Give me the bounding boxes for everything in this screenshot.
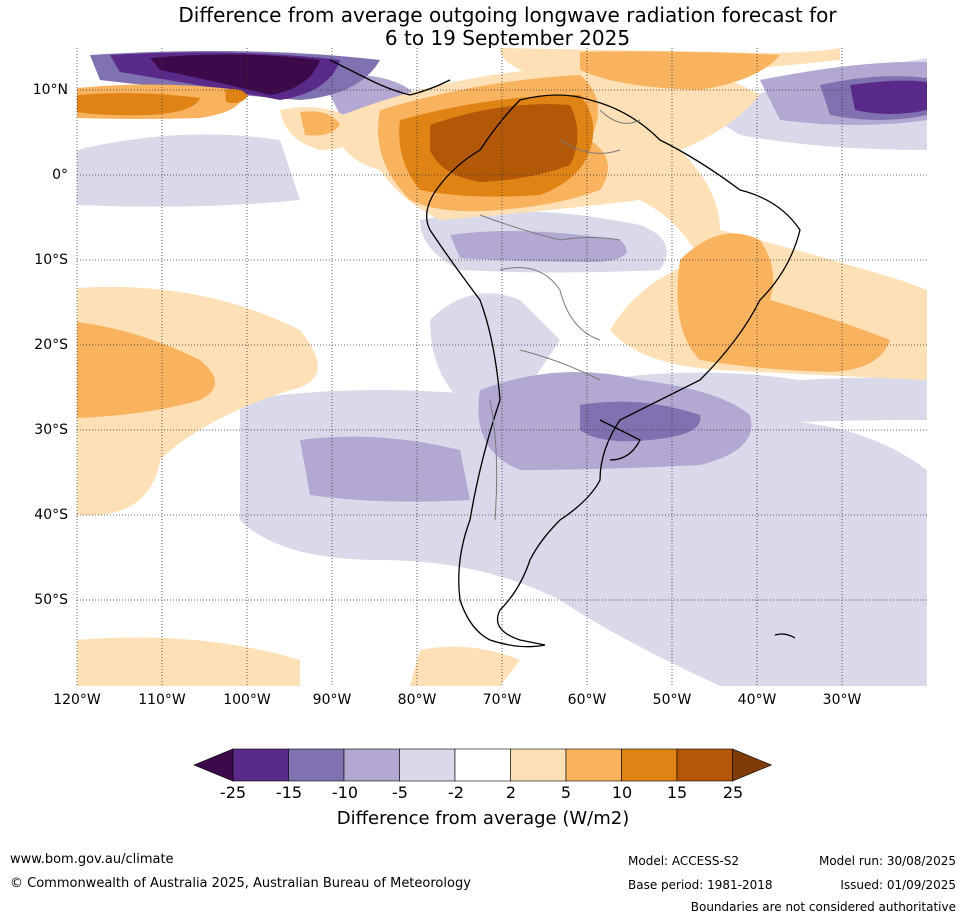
- colorbar-tick: 2: [505, 783, 517, 802]
- colorbar: [193, 748, 773, 782]
- base-period: Base period: 1981-2018: [628, 878, 773, 892]
- colorbar-arrow-high: [732, 748, 773, 782]
- colorbar-tick: -5: [392, 783, 408, 802]
- colorbar-segment: [232, 748, 289, 782]
- colorbar-tick: 5: [560, 783, 572, 802]
- website-link[interactable]: www.bom.gov.au/climate: [10, 852, 174, 867]
- colorbar-segment: [510, 748, 567, 782]
- lon-label: 110°W: [138, 692, 186, 708]
- lat-label: 30°S: [34, 422, 68, 438]
- lon-label: 30°W: [822, 692, 862, 708]
- colorbar-segment: [621, 748, 678, 782]
- country-borders: [479, 109, 641, 521]
- colorbar-segment: [565, 748, 622, 782]
- colorbar-arrow-low: [193, 748, 234, 782]
- colorbar-title: Difference from average (W/m2): [336, 808, 630, 829]
- colorbar-tick: -10: [331, 783, 359, 802]
- boundary-disclaimer: Boundaries are not considered authoritat…: [690, 900, 956, 914]
- issued-date: Issued: 01/09/2025: [840, 878, 956, 892]
- anomaly-map: [76, 48, 927, 686]
- colorbar-tick: -2: [448, 783, 464, 802]
- lon-label: 60°W: [567, 692, 607, 708]
- model-name: Model: ACCESS-S2: [628, 854, 740, 868]
- title-line-1: Difference from average outgoing longwav…: [178, 3, 837, 27]
- colorbar-tick: 10: [611, 783, 633, 802]
- colorbar-segment: [288, 748, 345, 782]
- lon-label: 120°W: [53, 692, 101, 708]
- colorbar-tick: 15: [666, 783, 688, 802]
- lat-label: 10°S: [34, 252, 68, 268]
- lat-label: 50°S: [34, 592, 68, 608]
- lon-label: 40°W: [737, 692, 777, 708]
- colorbar-segment: [343, 748, 400, 782]
- model-run-date: Model run: 30/08/2025: [818, 854, 956, 868]
- colorbar-tick: 25: [722, 783, 744, 802]
- positive-anomaly-very-strong: [430, 104, 578, 182]
- lon-label: 90°W: [312, 692, 352, 708]
- map-title: Difference from average outgoing longwav…: [0, 4, 965, 50]
- lon-label: 100°W: [223, 692, 271, 708]
- colorbar-segment: [399, 748, 456, 782]
- lat-label: 20°S: [34, 337, 68, 353]
- copyright-text: © Commonwealth of Australia 2025, Austra…: [10, 876, 471, 891]
- negative-anomaly-extreme: [150, 54, 320, 95]
- lat-label: 40°S: [34, 507, 68, 523]
- lon-label: 80°W: [397, 692, 437, 708]
- lat-label: 0°: [52, 167, 68, 183]
- colorbar-segment: [454, 748, 511, 782]
- graticule: [76, 48, 927, 686]
- colorbar-segment: [676, 748, 733, 782]
- lon-label: 50°W: [652, 692, 692, 708]
- lat-label: 10°N: [32, 82, 68, 98]
- lon-label: 70°W: [482, 692, 522, 708]
- colorbar-tick: -25: [219, 783, 247, 802]
- colorbar-tick: -15: [275, 783, 303, 802]
- title-line-2: 6 to 19 September 2025: [384, 26, 631, 50]
